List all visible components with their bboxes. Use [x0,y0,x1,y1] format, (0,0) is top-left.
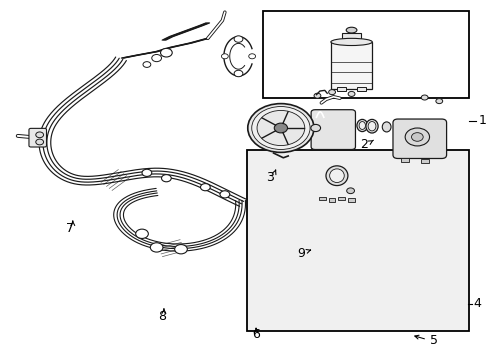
Text: 6: 6 [252,328,260,341]
Text: 7: 7 [66,222,74,235]
Circle shape [221,54,228,59]
Text: 5: 5 [428,334,437,347]
Ellipse shape [367,122,375,131]
Circle shape [405,128,428,146]
Circle shape [135,229,148,238]
Circle shape [310,125,320,132]
Text: 8: 8 [158,310,166,323]
Ellipse shape [358,122,365,130]
Circle shape [248,54,255,59]
Bar [401,158,408,162]
Circle shape [174,244,187,254]
Circle shape [257,111,304,145]
Bar [328,198,335,202]
Ellipse shape [330,39,371,45]
Bar [347,198,354,202]
Circle shape [142,169,151,176]
Text: 2: 2 [359,138,367,151]
Bar [420,159,427,163]
Ellipse shape [365,120,377,133]
Circle shape [160,48,172,57]
Bar [330,42,371,89]
Circle shape [420,95,427,100]
Circle shape [435,99,442,104]
Circle shape [274,123,287,133]
Circle shape [347,91,354,96]
Ellipse shape [325,166,347,185]
Circle shape [411,133,422,141]
Circle shape [251,107,309,149]
Text: 3: 3 [265,171,274,184]
Bar [263,12,468,98]
Circle shape [161,175,171,182]
Bar [338,197,345,201]
Circle shape [313,93,320,98]
Bar [356,87,365,91]
Text: 4: 4 [472,297,480,310]
Circle shape [328,90,335,95]
Ellipse shape [382,122,390,132]
Circle shape [346,188,354,194]
Bar [318,197,325,201]
Text: 9: 9 [297,247,305,260]
Circle shape [150,243,163,252]
FancyBboxPatch shape [392,119,446,158]
Text: 1: 1 [477,114,485,127]
Circle shape [220,191,229,198]
Circle shape [36,132,43,138]
Circle shape [234,36,243,42]
Ellipse shape [329,169,344,183]
Circle shape [247,104,313,152]
Circle shape [151,54,161,62]
Bar [337,87,346,91]
FancyBboxPatch shape [29,129,46,147]
FancyBboxPatch shape [310,110,355,149]
Circle shape [200,184,210,191]
Ellipse shape [346,27,356,33]
Circle shape [234,70,243,77]
Bar [246,149,468,330]
Bar [341,33,361,42]
Circle shape [36,139,43,145]
Ellipse shape [356,120,367,132]
Circle shape [142,62,150,67]
